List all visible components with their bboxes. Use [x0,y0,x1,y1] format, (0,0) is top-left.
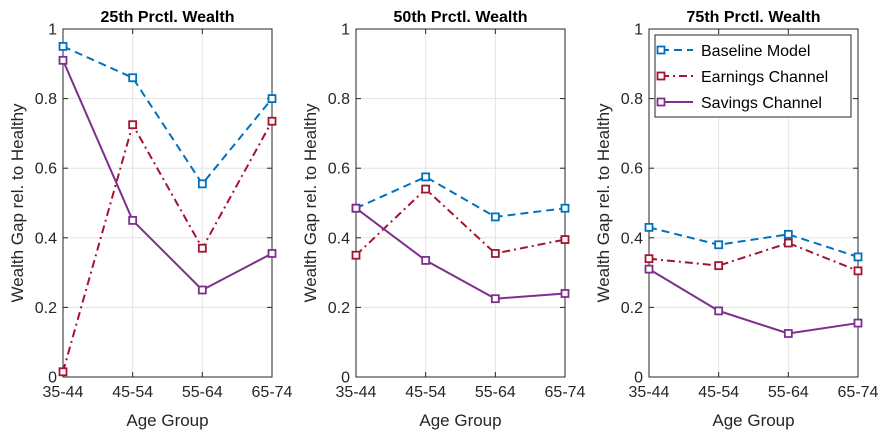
y-tick-label: 0.8 [621,91,643,108]
data-point [560,289,570,298]
data-point [714,261,724,271]
legend-entry: Earnings Channel [701,69,828,86]
data-point [128,120,138,130]
legend: Baseline Model Earnings Channel Savings Ch… [654,34,852,118]
data-point [560,203,570,213]
x-tick-label: 35-44 [629,384,670,401]
data-point [128,215,138,225]
data-point [267,249,277,258]
x-tick-label: 35-44 [43,384,84,401]
y-tick-label: 1 [341,22,350,39]
data-point [58,42,68,51]
legend-entry: Baseline Model [701,43,810,60]
series-line-3 [648,268,859,335]
data-point [128,73,138,83]
series-line-1 [62,45,273,185]
y-tick-label: 0 [48,370,57,387]
data-point [714,306,724,316]
legend-marker [656,71,666,81]
data-point [351,250,361,260]
y-tick-label: 0.2 [35,300,57,317]
series-line-2 [648,242,859,272]
x-tick-label: 55-64 [768,384,809,401]
plot-area [648,28,859,378]
y-tick-label: 0.8 [328,91,350,108]
chart-title: 50th Prctl. Wealth [394,9,528,26]
series-line-3 [62,59,273,291]
series-line-2 [62,120,273,373]
series-line-3 [355,207,566,300]
data-point [853,266,863,276]
data-point [351,203,361,213]
plot-area [62,28,273,378]
series-line-1 [648,226,859,258]
y-axis-label: Wealth Gap rel. to Healthy [8,103,27,303]
data-point [714,240,724,250]
x-tick-label: 45-54 [112,384,153,401]
x-axis-label: Age Group [126,411,208,430]
legend-entry: Savings Channel [701,95,822,112]
plot-area [355,28,566,378]
y-tick-label: 0.6 [621,161,643,178]
x-tick-label: 55-64 [475,384,516,401]
y-tick-label: 0.6 [328,161,350,178]
data-point [560,235,570,244]
y-tick-label: 0.8 [35,91,57,108]
data-point [490,249,500,258]
y-tick-label: 0.2 [621,300,643,317]
y-tick-label: 0.6 [35,161,57,178]
data-point [267,94,277,103]
data-point [267,116,277,126]
y-axis-label: Wealth Gap rel. to Healthy [301,103,320,303]
y-tick-label: 0.4 [621,230,643,247]
data-point [421,256,431,265]
y-tick-label: 0 [634,370,643,387]
data-point [783,329,793,338]
y-tick-label: 0.4 [328,230,350,247]
x-tick-label: 65-74 [252,384,293,401]
data-point [58,55,68,65]
x-tick-label: 45-54 [405,384,446,401]
legend-box [654,34,852,118]
x-tick-label: 65-74 [838,384,879,401]
x-axis-label: Age Group [419,411,501,430]
data-point [421,184,431,194]
data-point [490,294,500,304]
data-point [197,285,207,295]
data-point [197,179,207,189]
data-point [490,212,500,222]
data-point [644,222,654,232]
data-point [783,229,793,239]
data-point [783,238,793,248]
x-axis-label: Age Group [712,411,794,430]
legend-marker [656,45,666,55]
chart-title: 25th Prctl. Wealth [101,9,235,26]
data-point [853,252,863,262]
x-tick-label: 35-44 [336,384,377,401]
data-point [853,318,863,328]
panel-3: 0 0.2 0.4 0.6 0.8 1 35-44 45-54 55-64 65-74 75th P… [594,9,879,430]
y-axis-label: Wealth Gap rel. to Healthy [594,103,613,303]
series-line-2 [355,188,566,256]
y-tick-label: 1 [48,22,57,39]
y-tick-label: 1 [634,22,643,39]
panel-2: 0 0.2 0.4 0.6 0.8 1 35-44 45-54 55-64 65-74 50th P… [301,9,586,430]
x-tick-label: 65-74 [545,384,586,401]
chart-title: 75th Prctl. Wealth [687,9,821,26]
x-tick-label: 55-64 [182,384,223,401]
data-point [421,172,431,182]
legend-marker [656,97,666,107]
data-point [58,367,68,377]
x-tick-label: 45-54 [698,384,739,401]
panel-1: 0 0.2 0.4 0.6 0.8 1 35-44 45-54 55-64 65-74 25th P… [8,9,293,430]
data-point [644,254,654,264]
y-tick-label: 0.2 [328,300,350,317]
y-tick-label: 0 [341,370,350,387]
series-line-1 [355,175,566,218]
y-tick-label: 0.4 [35,230,57,247]
data-point [644,264,654,274]
data-point [197,243,207,253]
